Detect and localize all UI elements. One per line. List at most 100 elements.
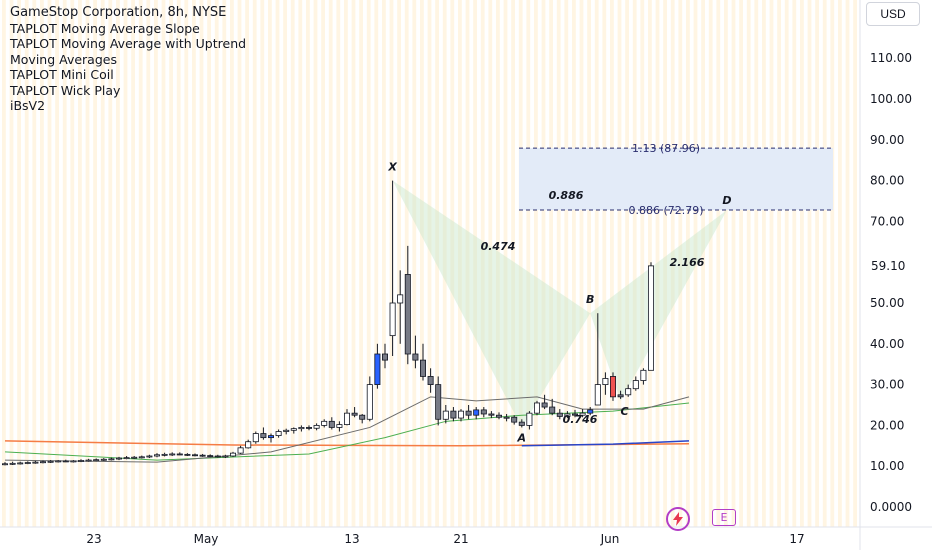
session-stripe bbox=[32, 0, 37, 527]
indicator-label[interactable]: iBsV2 bbox=[10, 98, 46, 113]
session-stripe bbox=[199, 0, 204, 527]
session-stripe bbox=[344, 0, 348, 527]
candle-body bbox=[442, 410, 449, 420]
session-stripe bbox=[108, 0, 113, 527]
session-stripe bbox=[777, 0, 781, 527]
candle-body bbox=[191, 454, 198, 457]
candle-body bbox=[85, 459, 92, 462]
session-stripe bbox=[701, 0, 705, 527]
candle-body bbox=[617, 394, 624, 398]
session-stripe bbox=[351, 0, 356, 527]
candle-body bbox=[237, 447, 244, 454]
session-stripe bbox=[435, 0, 439, 527]
session-stripe bbox=[24, 0, 29, 527]
session-stripe bbox=[169, 0, 173, 527]
candle-body bbox=[116, 457, 123, 460]
candle-body bbox=[55, 460, 62, 463]
session-stripe bbox=[47, 0, 52, 527]
price-tick-label: 80.00 bbox=[870, 174, 904, 188]
session-stripe bbox=[313, 0, 318, 527]
candle-body bbox=[450, 410, 457, 419]
harmonic-ratio-label: 0.886 bbox=[549, 189, 584, 202]
harmonic-point-label: D bbox=[722, 194, 731, 207]
session-stripe bbox=[594, 0, 599, 527]
session-stripe bbox=[708, 0, 713, 527]
session-stripe bbox=[450, 0, 455, 527]
session-stripe bbox=[100, 0, 105, 527]
session-stripe bbox=[465, 0, 470, 527]
session-stripe bbox=[724, 0, 728, 527]
candle-body bbox=[572, 413, 579, 416]
moving-average-line bbox=[4, 402, 690, 461]
candle-body bbox=[267, 435, 274, 439]
session-stripe bbox=[237, 0, 242, 527]
fib-level-label: 0.886 (72.79) bbox=[628, 204, 703, 217]
session-stripe bbox=[853, 0, 857, 527]
candle-body bbox=[457, 410, 464, 419]
indicator-label[interactable]: Moving Averages bbox=[10, 51, 117, 67]
candle-body bbox=[260, 433, 267, 439]
candle-body bbox=[229, 452, 236, 457]
session-stripe bbox=[822, 0, 827, 527]
events-icon[interactable]: E bbox=[712, 509, 736, 526]
candle-body bbox=[328, 420, 335, 428]
session-stripe bbox=[184, 0, 189, 527]
time-tick-label: May bbox=[194, 532, 219, 546]
session-stripe bbox=[207, 0, 211, 527]
session-stripe bbox=[480, 0, 485, 527]
session-stripe bbox=[830, 0, 835, 527]
session-stripes bbox=[2, 0, 857, 527]
session-stripe bbox=[693, 0, 698, 527]
candle-body bbox=[427, 376, 434, 386]
indicator-label[interactable]: TAPLOT Moving Average with Uptrend bbox=[10, 36, 247, 51]
session-stripe bbox=[420, 0, 424, 527]
harmonic-point-label: A bbox=[517, 431, 527, 444]
candle-body bbox=[473, 409, 480, 416]
harmonic-ratio-label: 0.474 bbox=[481, 240, 516, 253]
indicator-label[interactable]: TAPLOT Moving Average Slope bbox=[10, 20, 200, 36]
session-stripe bbox=[610, 0, 614, 527]
session-stripe bbox=[154, 0, 158, 527]
session-stripe bbox=[123, 0, 128, 527]
candle-body bbox=[648, 265, 655, 371]
candle-body bbox=[594, 384, 601, 406]
session-stripe bbox=[374, 0, 379, 527]
candle-body bbox=[305, 427, 312, 429]
candle-body bbox=[62, 460, 69, 463]
session-stripe bbox=[746, 0, 751, 527]
session-stripe bbox=[800, 0, 804, 527]
candle-body bbox=[290, 428, 297, 431]
symbol-title[interactable]: GameStop Corporation, 8h, NYSE bbox=[10, 5, 227, 20]
lightning-bolt-icon[interactable] bbox=[666, 507, 690, 531]
candle-body bbox=[381, 353, 388, 361]
session-stripe bbox=[55, 0, 59, 527]
price-tick-label: 70.00 bbox=[870, 214, 904, 228]
session-stripe bbox=[389, 0, 394, 527]
session-stripe bbox=[632, 0, 637, 527]
session-stripe bbox=[511, 0, 515, 527]
candle-body bbox=[359, 414, 366, 420]
session-stripe bbox=[328, 0, 333, 527]
session-stripe bbox=[176, 0, 181, 527]
session-stripe bbox=[298, 0, 303, 527]
candle-body bbox=[275, 431, 282, 436]
indicator-label[interactable]: TAPLOT Mini Coil bbox=[10, 67, 114, 82]
session-stripe bbox=[321, 0, 325, 527]
price-tick-label: 110.00 bbox=[870, 51, 912, 65]
indicator-legend: GameStop Corporation, 8h, NYSE TAPLOT Mo… bbox=[10, 5, 246, 114]
candle-body bbox=[131, 456, 138, 459]
indicator-label[interactable]: TAPLOT Wick Play bbox=[10, 82, 121, 98]
session-stripe bbox=[686, 0, 690, 527]
harmonic-triangle bbox=[590, 210, 727, 401]
time-tick-label: Jun bbox=[600, 532, 620, 546]
session-stripe bbox=[541, 0, 546, 527]
currency-selector[interactable]: USD bbox=[866, 2, 920, 26]
candle-body bbox=[283, 429, 290, 432]
candle-body bbox=[169, 453, 176, 456]
session-stripe bbox=[845, 0, 850, 527]
harmonic-point-label: B bbox=[586, 293, 594, 306]
time-tick-label: 23 bbox=[86, 532, 101, 546]
session-stripe bbox=[146, 0, 151, 527]
candle-body bbox=[518, 421, 525, 426]
